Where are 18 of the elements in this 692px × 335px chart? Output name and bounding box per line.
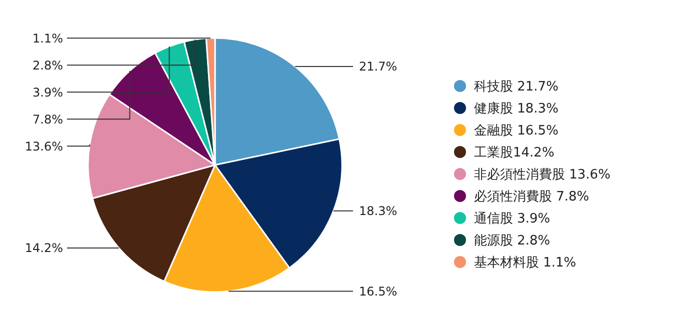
legend-label: 科技股 21.7% (474, 80, 558, 95)
legend-label: 健康股 18.3% (474, 102, 558, 117)
data-label: 1.1% (32, 31, 63, 46)
data-label: 13.6% (24, 139, 63, 154)
data-label: 21.7% (359, 60, 398, 74)
data-label: 16.5% (359, 284, 398, 298)
data-label: 3.9% (32, 85, 63, 100)
legend-label: 通信股 3.9% (474, 212, 550, 227)
legend-label: 基本材料股 1.1% (474, 256, 576, 271)
legend-label: 能源股 2.8% (474, 234, 550, 249)
legend-label: 金融股 16.5% (474, 124, 558, 139)
data-label: 2.8% (32, 58, 63, 72)
data-label: 7.8% (32, 112, 63, 126)
data-label: 14.2% (24, 241, 63, 256)
legend-label: 非必須性消費股 13.6% (474, 168, 610, 183)
legend-label: 工業股14.2% (474, 146, 554, 161)
legend-label: 必須性消費股 7.8% (474, 190, 590, 205)
data-label: 18.3% (359, 204, 398, 218)
